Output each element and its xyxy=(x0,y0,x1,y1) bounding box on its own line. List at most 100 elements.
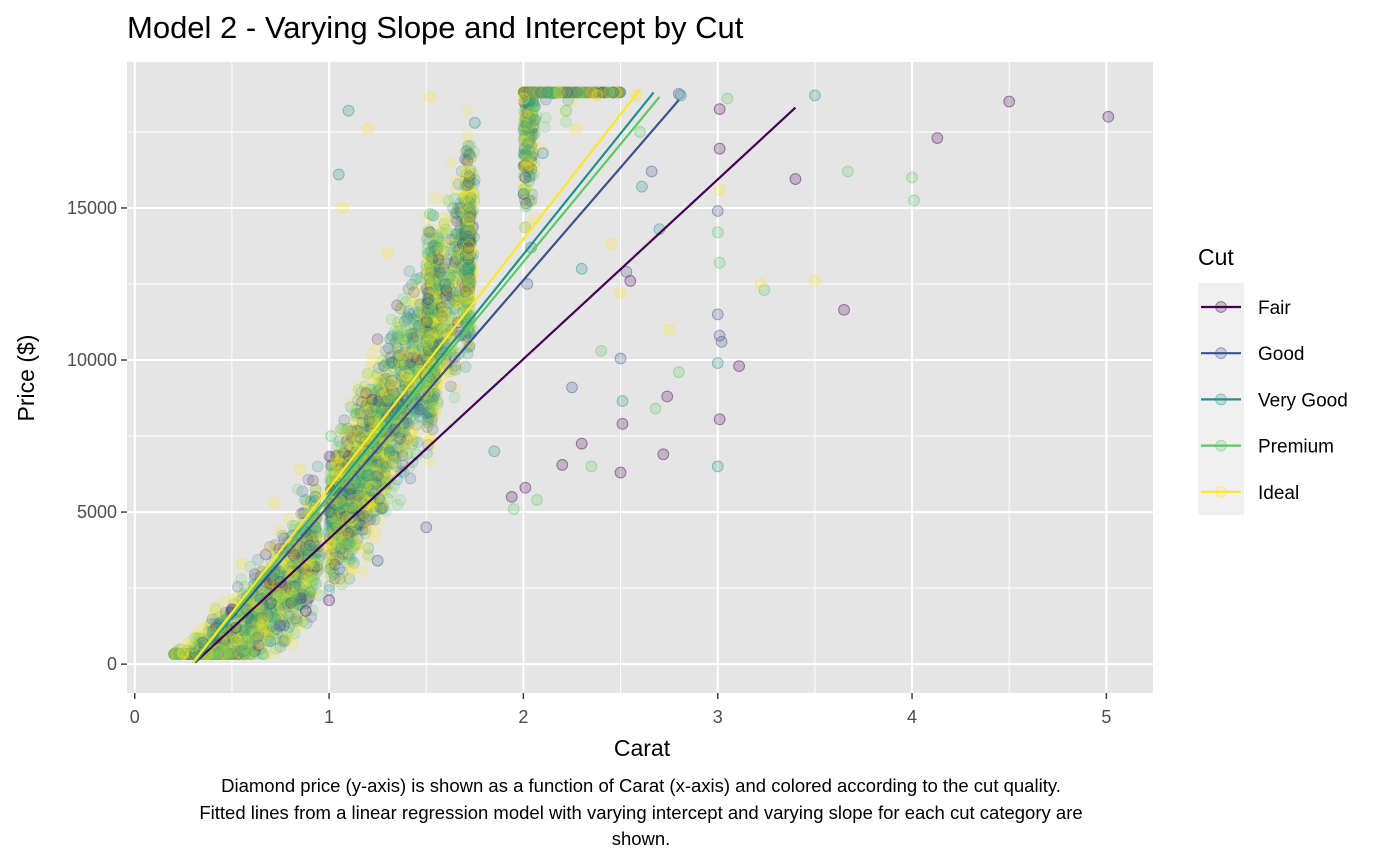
cloud-point xyxy=(185,648,197,660)
cloud-point xyxy=(253,626,266,639)
cloud-point xyxy=(517,183,530,195)
cloud-point xyxy=(208,648,221,660)
cloud-point xyxy=(215,648,228,660)
cloud-point xyxy=(279,614,292,627)
cloud-point xyxy=(215,634,228,647)
cloud-point xyxy=(253,644,266,656)
cloud-point xyxy=(262,617,274,629)
cloud-point xyxy=(210,639,222,652)
cloud-point xyxy=(233,628,245,640)
cloud-point xyxy=(276,612,289,625)
cloud-point xyxy=(171,647,184,660)
cloud-point xyxy=(213,610,226,623)
cloud-point xyxy=(240,625,253,638)
cloud-point xyxy=(225,632,238,644)
cloud-point xyxy=(440,223,452,236)
cloud-point xyxy=(299,493,311,506)
cloud-point xyxy=(292,582,305,594)
cloud-point xyxy=(289,589,302,601)
cloud-point xyxy=(196,623,209,635)
cloud-point xyxy=(303,543,316,555)
cloud-point xyxy=(184,648,197,660)
cloud-point xyxy=(248,618,260,631)
cloud-point xyxy=(421,338,434,351)
cloud-point xyxy=(371,405,384,418)
cloud-point xyxy=(302,565,314,577)
cloud-point xyxy=(288,561,300,574)
cloud-point xyxy=(309,518,322,531)
cloud-point xyxy=(222,628,234,641)
cloud-point xyxy=(223,636,235,649)
cloud-point xyxy=(253,616,266,629)
cloud-point xyxy=(170,648,182,660)
cloud-point xyxy=(286,554,298,567)
cloud-point xyxy=(301,578,314,591)
cloud-point xyxy=(242,627,254,640)
cloud-point xyxy=(306,531,319,543)
cloud-point xyxy=(295,569,307,581)
cloud-point xyxy=(223,647,236,660)
cloud-point xyxy=(179,648,192,660)
cloud-point xyxy=(183,648,196,660)
cloud-point xyxy=(285,559,298,572)
cloud-point xyxy=(168,648,181,660)
cloud-point xyxy=(410,330,423,343)
cloud-point xyxy=(207,646,220,659)
cloud-point xyxy=(306,604,319,617)
cloud-point xyxy=(301,617,313,629)
cloud-point xyxy=(275,590,287,602)
cloud-point xyxy=(297,553,310,565)
cloud-point xyxy=(252,623,265,635)
cloud-point xyxy=(268,600,281,612)
cloud-point xyxy=(257,600,270,613)
cloud-point xyxy=(280,584,292,597)
cloud-point xyxy=(304,586,316,599)
cloud-point xyxy=(465,155,477,168)
cloud-point xyxy=(180,648,193,660)
cloud-point xyxy=(168,648,181,660)
cloud-point xyxy=(432,242,444,254)
cloud-point xyxy=(220,636,232,649)
cloud-point xyxy=(223,648,236,660)
cloud-point xyxy=(168,648,180,660)
cloud-point xyxy=(206,648,218,660)
cloud-point xyxy=(170,648,183,660)
cloud-point xyxy=(233,640,245,653)
cloud-point xyxy=(303,537,316,549)
cloud-point xyxy=(215,648,227,660)
cloud-point xyxy=(196,633,208,646)
cloud-point xyxy=(438,212,450,225)
cloud-point xyxy=(429,192,441,205)
cloud-point xyxy=(243,634,255,647)
cloud-point xyxy=(311,546,323,558)
cloud-point xyxy=(178,648,190,660)
cloud-point xyxy=(180,648,192,660)
cloud-point xyxy=(362,523,374,536)
cloud-point xyxy=(297,589,310,602)
cloud-point xyxy=(208,648,220,660)
cloud-point xyxy=(248,641,260,653)
cloud-point xyxy=(308,545,320,557)
cloud-point xyxy=(273,567,286,580)
cloud-point xyxy=(422,275,434,288)
cloud-point xyxy=(245,625,257,638)
cloud-point xyxy=(302,549,315,562)
cloud-point xyxy=(169,648,182,660)
cloud-point xyxy=(298,577,310,590)
cloud-point xyxy=(388,455,400,468)
cloud-point xyxy=(345,426,358,439)
cloud-point xyxy=(209,603,222,615)
cloud-point xyxy=(176,648,188,660)
cloud-point xyxy=(295,510,308,523)
cloud-point xyxy=(291,569,303,582)
cloud-point xyxy=(432,306,445,319)
cloud-point xyxy=(261,597,274,609)
cloud-point xyxy=(255,592,268,604)
cloud-point xyxy=(300,597,313,609)
cloud-point xyxy=(291,559,303,572)
cloud-point xyxy=(285,560,298,572)
cloud-point xyxy=(200,626,213,639)
cloud-point xyxy=(251,633,264,646)
cloud-point xyxy=(391,342,404,354)
cloud-point xyxy=(173,648,185,660)
